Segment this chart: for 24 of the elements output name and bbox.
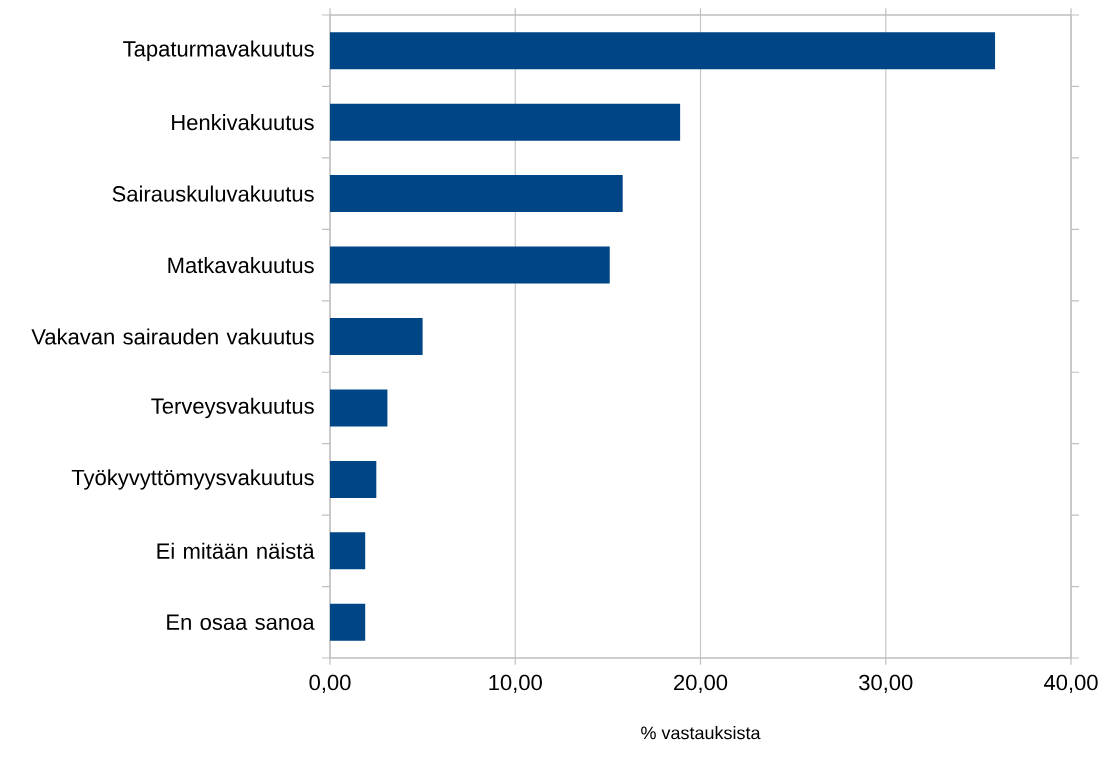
x-tick-label: 0,00 bbox=[309, 674, 351, 693]
bar bbox=[330, 318, 423, 356]
y-tick-label: Matkavakuutus bbox=[168, 256, 314, 274]
bar bbox=[330, 103, 681, 141]
bar bbox=[330, 532, 366, 570]
x-tick-label: 40,00 bbox=[1043, 674, 1098, 693]
bar bbox=[330, 389, 388, 427]
bar bbox=[330, 32, 996, 70]
x-tick-label: 30,00 bbox=[859, 674, 913, 693]
x-axis-title: % vastauksista bbox=[641, 726, 761, 740]
y-tick-label: Työkyvyttömyysvakuutus bbox=[71, 469, 314, 490]
bar bbox=[330, 175, 623, 213]
x-tick-label: 10,00 bbox=[489, 674, 542, 693]
x-tick-label: 20,00 bbox=[674, 674, 728, 693]
y-tick-label: En osaa sanoa bbox=[167, 614, 315, 630]
y-tick-label: Vakavan sairauden vakuutus bbox=[31, 328, 314, 345]
y-tick-label: Ei mitään näistä bbox=[157, 542, 315, 559]
y-tick-label: Terveysvakuutus bbox=[151, 397, 314, 419]
bar bbox=[330, 460, 377, 498]
bar bbox=[330, 603, 366, 641]
y-tick-label: Henkivakuutus bbox=[172, 114, 314, 131]
y-tick-label: Sairauskuluvakuutus bbox=[112, 185, 314, 202]
bar bbox=[330, 246, 610, 284]
y-tick-label: Tapaturmavakuutus bbox=[123, 40, 314, 61]
